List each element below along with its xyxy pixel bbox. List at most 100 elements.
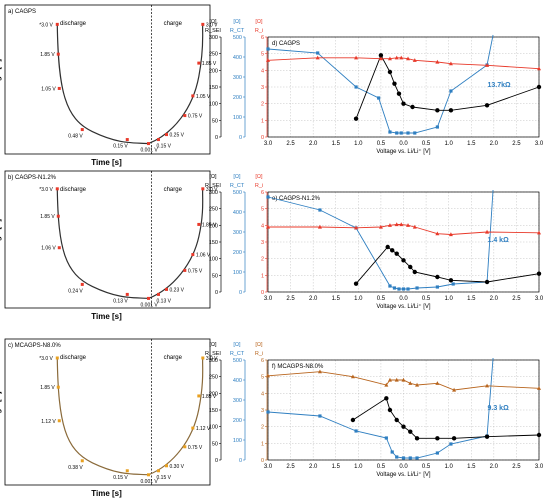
- sei-unit-label: [Ω]: [209, 342, 217, 348]
- charge-voltage-label: 1.85 V: [202, 61, 217, 67]
- i-point: [394, 222, 399, 227]
- discharge-marker: [57, 419, 61, 423]
- sei-point: [414, 436, 420, 441]
- discharge-voltage-label: 1.05 V: [41, 86, 56, 92]
- x-tick-label: 1.5: [332, 464, 341, 470]
- ct-series-line: [267, 48, 488, 134]
- discharge-voltage-label: 1.85 V: [40, 385, 55, 391]
- x-tick-label: 1.5: [467, 141, 476, 147]
- ct-tick-label: 400: [233, 55, 242, 61]
- i-tick-label: 3: [261, 408, 264, 414]
- charge-voltage-label: 0.001 V: [141, 479, 159, 485]
- i-point: [399, 55, 404, 60]
- i-point: [412, 58, 417, 62]
- i-point: [448, 232, 453, 237]
- voltage-panel-1: a) CAGPS discharge charge Time [s] Voltage […: [0, 4, 218, 167]
- discharge-marker: [55, 187, 59, 191]
- x-tick-label: 2.0: [490, 464, 499, 470]
- charge-marker: [201, 356, 205, 360]
- sei-point: [387, 407, 393, 413]
- ct-point: [384, 436, 388, 440]
- i-tick-label: 0: [261, 458, 264, 464]
- charge-marker: [183, 114, 187, 118]
- ct-name-label: R_CT: [230, 351, 245, 357]
- x-tick-label: 0.5: [377, 141, 386, 147]
- ct-point: [415, 286, 419, 290]
- i-tick-label: 2: [261, 102, 264, 108]
- charge-voltage-label: 0.001 V: [141, 148, 159, 154]
- impedance-panel-3: f) MCAGPS-N8.0% 3.0 2.5 2.0 1.5 1.0 0.5 0.0 0.5 1…: [205, 342, 544, 478]
- impedance-panel-title: f) MCAGPS-N8.0%: [272, 364, 324, 370]
- sei-tick-label: 50: [212, 118, 218, 124]
- i-tick-label: 3: [261, 240, 264, 246]
- ct-overflow-line: [486, 357, 494, 437]
- x-tick-label: 2.0: [490, 296, 499, 302]
- sei-point: [353, 116, 359, 121]
- i-point: [408, 381, 413, 385]
- ct-annotation-label: 13.7kΩ: [488, 82, 512, 89]
- charge-voltage-label: 1.85 V: [202, 394, 217, 400]
- discharge-voltage-label: 0.13 V: [113, 298, 128, 304]
- time-axis-label: Time [s]: [91, 312, 122, 321]
- ct-point: [395, 455, 399, 459]
- x-tick-label: 0.5: [377, 464, 386, 470]
- discharge-marker: [56, 52, 60, 56]
- discharge-marker: [56, 214, 60, 218]
- sei-tick-label: 250: [209, 52, 218, 58]
- ct-point: [318, 208, 322, 212]
- i-point: [448, 61, 453, 66]
- i-point: [394, 377, 399, 382]
- ct-tick-label: 100: [233, 115, 242, 121]
- x-tick-label: 1.0: [354, 141, 363, 147]
- i-point: [415, 382, 420, 387]
- ct-point: [406, 287, 410, 291]
- discharge-voltage-label: 1.12 V: [41, 419, 56, 425]
- discharge-label: discharge: [60, 187, 87, 193]
- sei-tick-label: 50: [212, 441, 218, 447]
- charge-marker: [191, 426, 195, 430]
- sei-tick-label: 300: [209, 190, 218, 196]
- sei-point: [401, 101, 406, 106]
- sei-tick-label: 100: [209, 425, 218, 431]
- x-tick-label: 1.5: [332, 296, 341, 302]
- ct-point: [388, 130, 392, 134]
- x-tick-label: 1.0: [444, 296, 453, 302]
- i-point: [266, 373, 270, 378]
- voltage-plot-frame: [4, 4, 211, 155]
- charge-voltage-label: 0.75 V: [188, 268, 203, 274]
- ct-point: [406, 131, 410, 135]
- ct-tick-label: 200: [233, 250, 242, 256]
- sei-tick-label: 100: [209, 257, 218, 263]
- x-tick-label: 0.0: [399, 296, 408, 302]
- ct-point: [318, 414, 322, 418]
- x-tick-label: 3.0: [535, 296, 544, 302]
- i-tick-label: 1: [261, 118, 264, 124]
- ct-point: [395, 131, 399, 135]
- sei-tick-label: 200: [209, 68, 218, 74]
- i-tick-label: 6: [261, 358, 264, 364]
- sei-tick-label: 300: [209, 358, 218, 364]
- ct-overflow-line: [486, 34, 494, 66]
- ct-tick-label: 400: [233, 210, 242, 216]
- discharge-label: discharge: [60, 21, 87, 27]
- x-tick-label: 3.0: [264, 464, 273, 470]
- x-tick-label: 0.0: [399, 464, 408, 470]
- voltage-axis-label: Voltage [V]: [0, 59, 2, 101]
- ct-name-label: R_CT: [230, 28, 245, 34]
- sei-point: [435, 108, 440, 113]
- discharge-marker: [125, 469, 129, 473]
- i-point: [401, 377, 406, 382]
- sei-point: [396, 91, 402, 96]
- charge-voltage-label: 0.001 V: [141, 302, 159, 308]
- discharge-voltage-label: 1.85 V: [40, 214, 55, 220]
- sei-point: [536, 432, 542, 438]
- i-tick-label: 4: [261, 68, 264, 74]
- ct-tick-label: 0: [239, 290, 242, 296]
- discharge-marker: [80, 128, 84, 132]
- voltage-axis-label: Voltage vs. Li/Li⁺ [V]: [376, 303, 431, 310]
- sei-name-label: R_SEI: [205, 28, 221, 34]
- i-point: [266, 58, 270, 62]
- sei-tick-label: 100: [209, 102, 218, 108]
- discharge-voltage-label: 0.38 V: [68, 465, 83, 471]
